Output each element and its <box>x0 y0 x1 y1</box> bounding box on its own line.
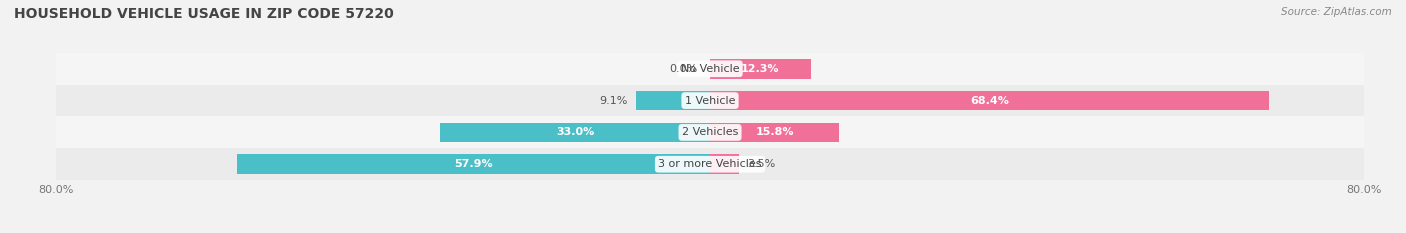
Bar <box>56 85 1364 116</box>
Text: Source: ZipAtlas.com: Source: ZipAtlas.com <box>1281 7 1392 17</box>
Text: 1 Vehicle: 1 Vehicle <box>685 96 735 106</box>
Text: 15.8%: 15.8% <box>755 127 794 137</box>
Bar <box>440 123 710 142</box>
Bar <box>710 59 810 79</box>
Bar <box>710 154 738 174</box>
Text: 3 or more Vehicles: 3 or more Vehicles <box>658 159 762 169</box>
Bar <box>636 91 710 110</box>
Text: 3.5%: 3.5% <box>747 159 775 169</box>
Text: 2 Vehicles: 2 Vehicles <box>682 127 738 137</box>
Bar <box>236 154 710 174</box>
Text: HOUSEHOLD VEHICLE USAGE IN ZIP CODE 57220: HOUSEHOLD VEHICLE USAGE IN ZIP CODE 5722… <box>14 7 394 21</box>
Bar <box>710 123 839 142</box>
Text: 9.1%: 9.1% <box>599 96 627 106</box>
Text: 12.3%: 12.3% <box>741 64 779 74</box>
Legend: Owner-occupied, Renter-occupied: Owner-occupied, Renter-occupied <box>589 231 831 233</box>
Text: No Vehicle: No Vehicle <box>681 64 740 74</box>
Text: 33.0%: 33.0% <box>555 127 595 137</box>
Bar <box>56 148 1364 180</box>
Bar <box>710 91 1270 110</box>
Text: 0.0%: 0.0% <box>669 64 697 74</box>
Text: 57.9%: 57.9% <box>454 159 492 169</box>
Bar <box>56 53 1364 85</box>
Text: 68.4%: 68.4% <box>970 96 1010 106</box>
Bar <box>56 116 1364 148</box>
